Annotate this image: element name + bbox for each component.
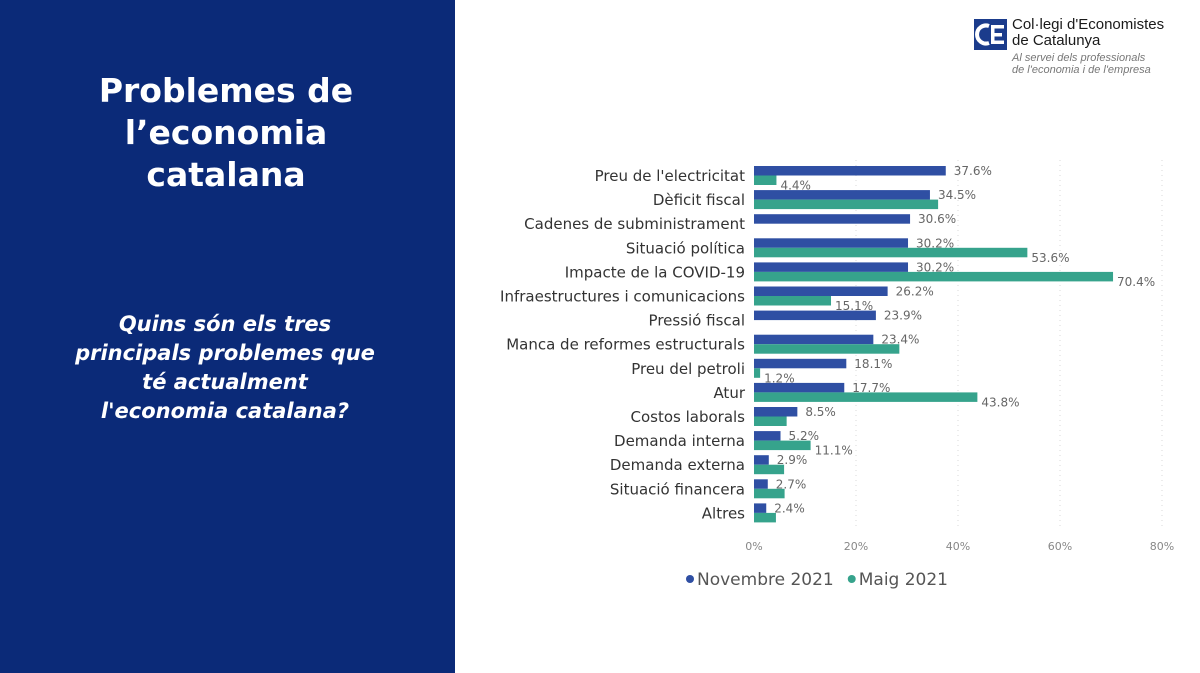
bar-novembre-2021 xyxy=(754,286,888,296)
bar-novembre-2021 xyxy=(754,503,767,513)
title-line: l’economia xyxy=(124,113,328,152)
bar-maig-2021 xyxy=(754,512,776,523)
bar-novembre-2021 xyxy=(754,262,909,272)
bar-maig-2021 xyxy=(754,416,787,426)
question-line: principals problemes que xyxy=(75,341,375,365)
bar-maig-2021 xyxy=(754,344,900,354)
data-label: 2.9% xyxy=(777,453,808,467)
logo-tagline: Al servei dels professionals de l'econom… xyxy=(1012,52,1151,76)
category-label: Demanda interna xyxy=(614,432,745,450)
x-tick-label: 60% xyxy=(1048,540,1072,553)
data-label: 2.4% xyxy=(774,501,805,515)
category-label: Altres xyxy=(702,504,745,522)
category-label: Impacte de la COVID-19 xyxy=(565,263,745,281)
bar-maig-2021 xyxy=(754,271,1114,282)
survey-question: Quins són els tres principals problemes … xyxy=(50,310,400,426)
bar-novembre-2021 xyxy=(754,190,930,200)
title-panel: Problemes de l’economia catalana Quins s… xyxy=(0,0,455,673)
ce-logo-icon xyxy=(974,19,1007,50)
category-label: Costos laborals xyxy=(630,408,745,426)
category-label: Infraestructures i comunicacions xyxy=(500,288,745,306)
bar-novembre-2021 xyxy=(754,479,768,489)
data-label: 30.2% xyxy=(916,236,954,250)
data-label: 18.1% xyxy=(854,357,892,371)
slide-title: Problemes de l’economia catalana xyxy=(0,70,452,196)
organization-logo: Col·legi d'Economistes de Catalunya Al s… xyxy=(974,17,1174,79)
data-label: 34.5% xyxy=(938,188,976,202)
data-label: 23.4% xyxy=(881,333,919,347)
data-label: 2.7% xyxy=(776,477,807,491)
question-line: té actualment xyxy=(142,370,308,394)
bar-maig-2021 xyxy=(754,464,785,475)
data-label: 15.1% xyxy=(835,299,873,313)
question-line: l'economia catalana? xyxy=(100,399,350,423)
x-tick-label: 80% xyxy=(1150,540,1174,553)
category-label: Situació política xyxy=(626,239,745,257)
x-tick-label: 20% xyxy=(844,540,868,553)
x-tick-label: 40% xyxy=(946,540,970,553)
bar-novembre-2021 xyxy=(754,382,845,393)
bar-maig-2021 xyxy=(754,440,811,451)
bar-maig-2021 xyxy=(754,488,785,499)
category-label: Atur xyxy=(713,384,745,402)
data-label: 5.2% xyxy=(789,429,820,443)
bar-novembre-2021 xyxy=(754,431,781,441)
category-label: Pressió fiscal xyxy=(649,312,745,330)
logo-name-line: de Catalunya xyxy=(1012,32,1101,49)
data-label: 30.6% xyxy=(918,212,956,226)
bar-novembre-2021 xyxy=(754,455,769,465)
question-line: Quins són els tres xyxy=(118,312,332,336)
category-label: Situació financera xyxy=(610,480,745,498)
bar-novembre-2021 xyxy=(754,334,874,345)
data-label: 4.4% xyxy=(780,179,811,193)
category-label: Manca de reformes estructurals xyxy=(506,336,745,354)
bar-maig-2021 xyxy=(754,368,761,378)
data-label: 37.6% xyxy=(954,164,992,178)
data-label: 8.5% xyxy=(805,405,836,419)
bar-novembre-2021 xyxy=(754,407,798,417)
x-tick-label: 0% xyxy=(745,540,762,553)
bar-novembre-2021 xyxy=(754,214,911,224)
data-label: 17.7% xyxy=(852,381,890,395)
logo-name: Col·legi d'Economistes de Catalunya xyxy=(1012,17,1164,49)
bar-novembre-2021 xyxy=(754,310,876,321)
data-label: 11.1% xyxy=(815,444,853,458)
bar-novembre-2021 xyxy=(754,238,909,248)
category-label: Preu de l'electricitat xyxy=(595,167,746,185)
bar-novembre-2021 xyxy=(754,166,946,176)
legend-marker-icon xyxy=(847,575,856,583)
category-label: Preu del petroli xyxy=(631,360,745,378)
bar-maig-2021 xyxy=(754,296,832,306)
legend-marker-icon xyxy=(686,575,694,583)
title-line: Problemes de xyxy=(98,71,354,110)
data-label: 1.2% xyxy=(764,371,795,385)
logo-name-line: Col·legi d'Economistes xyxy=(1012,16,1165,33)
category-label: Demanda externa xyxy=(610,456,745,474)
data-label: 43.8% xyxy=(981,395,1019,409)
bar-maig-2021 xyxy=(754,175,777,185)
bar-novembre-2021 xyxy=(754,358,847,369)
logo-tagline-line: Al servei dels professionals xyxy=(1012,52,1146,64)
data-label: 70.4% xyxy=(1117,275,1155,289)
legend-item: Maig 2021 xyxy=(859,570,948,590)
title-line: catalana xyxy=(146,155,306,194)
data-label: 23.9% xyxy=(884,309,922,323)
bar-maig-2021 xyxy=(754,247,1028,258)
bar-maig-2021 xyxy=(754,392,978,402)
legend-item: Novembre 2021 xyxy=(697,570,834,590)
data-label: 53.6% xyxy=(1031,251,1069,265)
bar-maig-2021 xyxy=(754,199,939,210)
category-label: Dèficit fiscal xyxy=(653,191,745,209)
logo-tagline-line: de l'economia i de l'empresa xyxy=(1012,64,1151,76)
data-label: 26.2% xyxy=(896,285,934,299)
category-label: Cadenes de subministrament xyxy=(524,215,745,233)
data-label: 30.2% xyxy=(916,260,954,274)
